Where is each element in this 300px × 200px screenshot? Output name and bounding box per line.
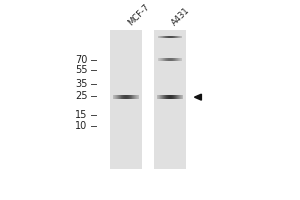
Polygon shape <box>194 94 201 100</box>
Text: 15: 15 <box>75 110 88 120</box>
Text: MCF-7: MCF-7 <box>126 3 151 28</box>
Text: 35: 35 <box>75 79 88 89</box>
Bar <box>110 30 142 169</box>
Text: A431: A431 <box>170 6 192 28</box>
Text: 70: 70 <box>75 55 88 65</box>
Text: 10: 10 <box>75 121 88 131</box>
Text: 25: 25 <box>75 91 88 101</box>
Bar <box>154 30 186 169</box>
Text: 55: 55 <box>75 65 88 75</box>
